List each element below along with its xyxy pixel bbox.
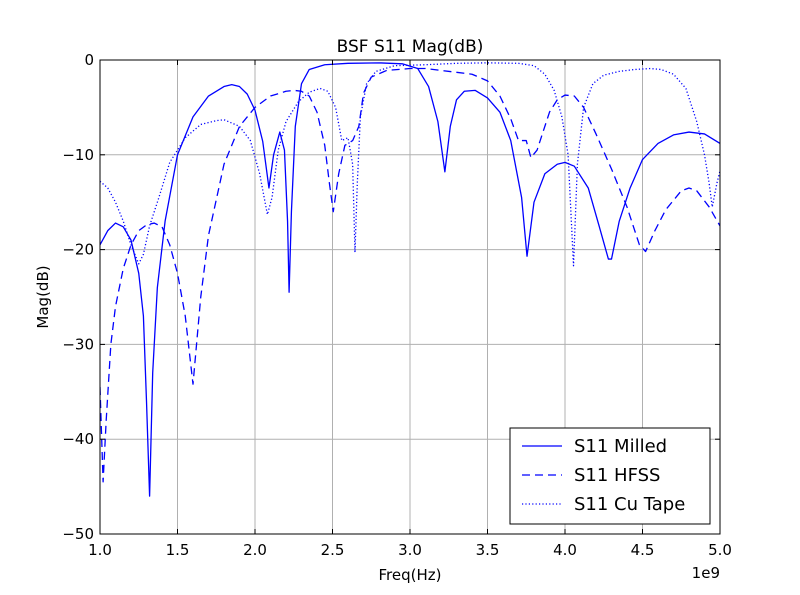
- y-tick-label: −30: [62, 335, 94, 353]
- y-tick-label: −10: [62, 146, 94, 164]
- x-tick-label: 4.5: [631, 541, 655, 559]
- legend-label: S11 HFSS: [574, 465, 660, 486]
- series-line-s11-hfss: [100, 67, 720, 483]
- x-tick-label: 3.5: [476, 541, 500, 559]
- y-tick-label: −40: [62, 430, 94, 448]
- x-tick-label: 1.0: [88, 541, 112, 559]
- legend-label: S11 Milled: [574, 436, 667, 457]
- y-tick-label: −20: [62, 241, 94, 259]
- x-tick-label: 5.0: [708, 541, 732, 559]
- x-tick-label: 2.5: [321, 541, 345, 559]
- y-tick-label: 0: [84, 51, 94, 69]
- legend-label: S11 Cu Tape: [574, 494, 685, 515]
- chart-title: BSF S11 Mag(dB): [337, 37, 484, 57]
- x-scale-label: 1e9: [692, 564, 720, 582]
- x-axis-label: Freq(Hz): [379, 566, 442, 584]
- legend-box: [509, 427, 711, 525]
- y-axis-label: Mag(dB): [34, 265, 52, 328]
- series-line-s11-milled: [100, 62, 720, 497]
- plot-area: 1.0 1.5 2.0 2.5 3.0 3.5 4.0 4.5 5.0 0 −10 −20 −30 −40…: [62, 51, 732, 559]
- x-tick-label: 3.0: [398, 541, 422, 559]
- x-tick-label: 2.0: [243, 541, 267, 559]
- x-tick-label: 4.0: [553, 541, 577, 559]
- x-tick-label: 1.5: [166, 541, 190, 559]
- y-tick-label: −50: [62, 525, 94, 543]
